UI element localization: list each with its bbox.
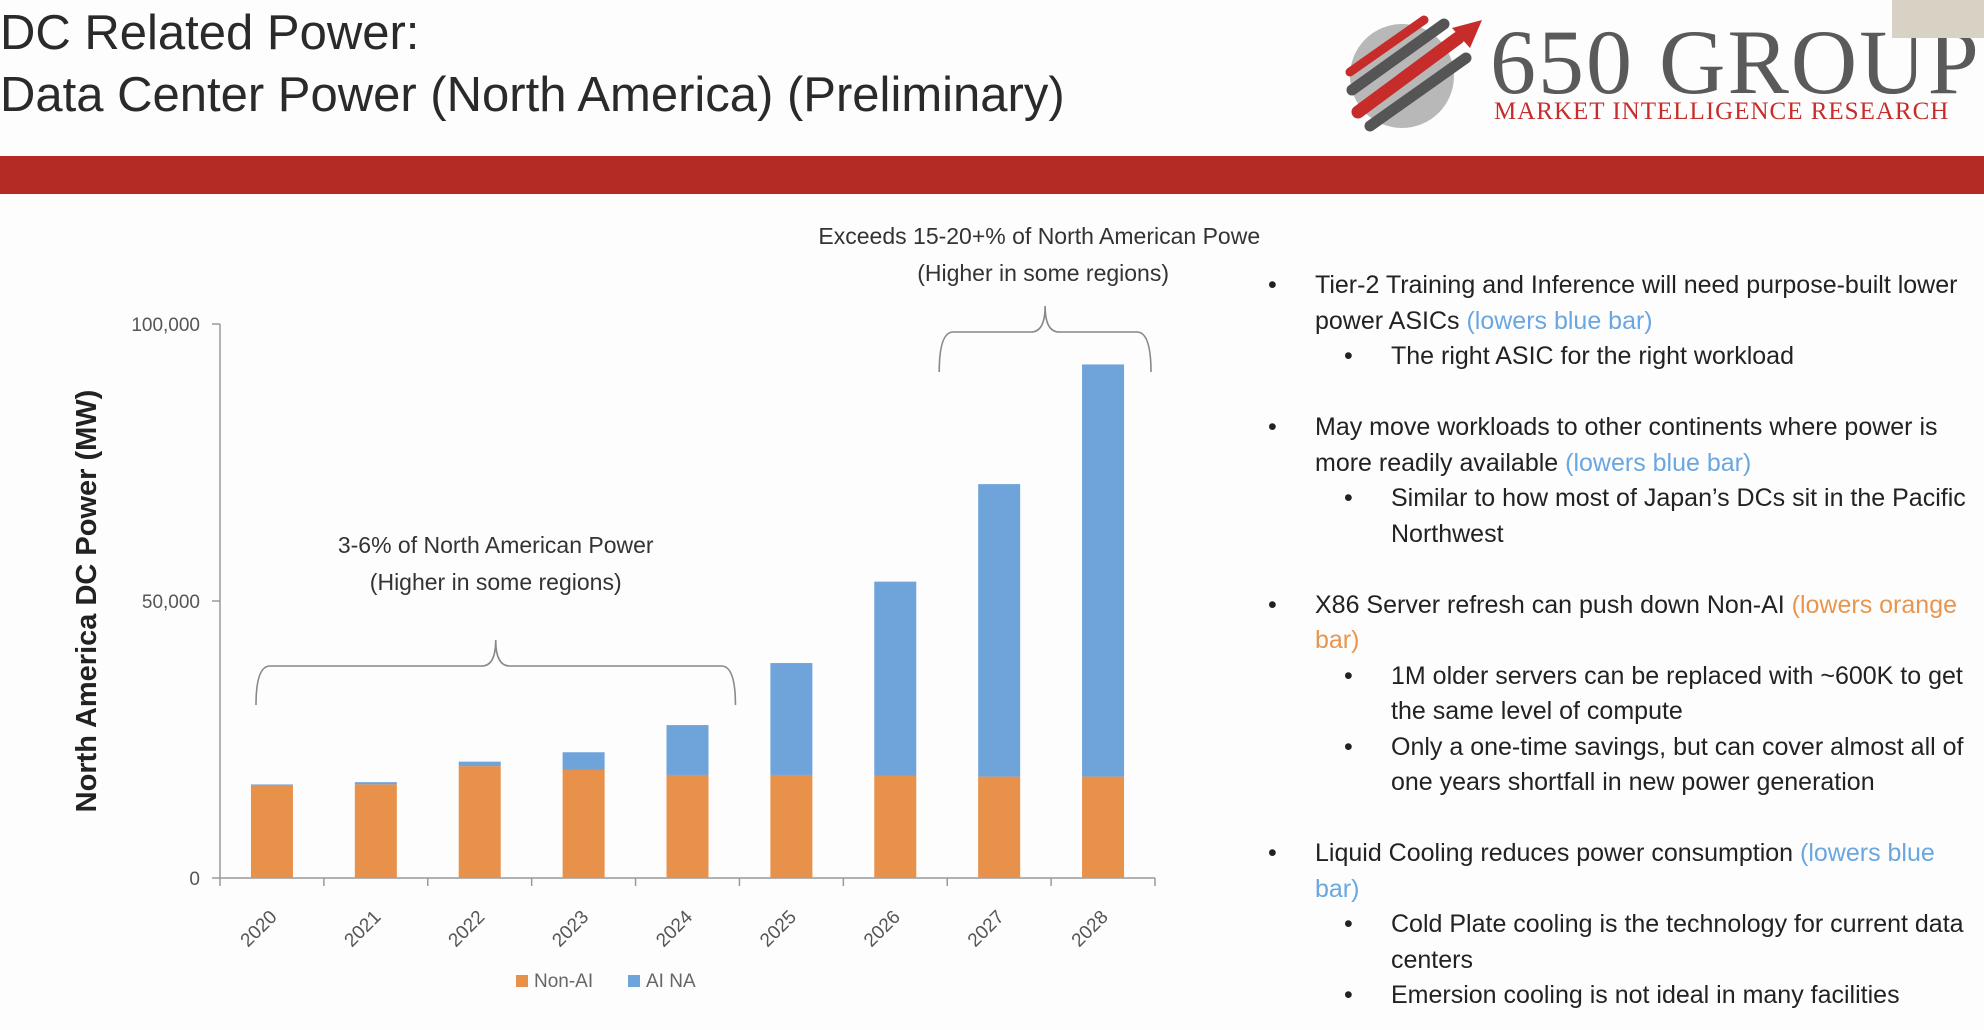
sub-bullet-item: • The right ASIC for the right workload [1260, 339, 1980, 375]
sub-bullet-dot: • [1344, 978, 1353, 1014]
sub-bullet-text: Emersion cooling is not ideal in many fa… [1391, 981, 1900, 1009]
y-tick-label: 100,000 [131, 315, 200, 336]
bar-non-ai-2027 [978, 777, 1020, 878]
bar-non-ai-2021 [355, 784, 397, 878]
sub-bullet-item: • Only a one-time savings, but can cover … [1260, 730, 1980, 801]
legend-label: AI NA [646, 971, 696, 992]
legend-swatch-ai-na [628, 975, 640, 987]
bar-non-ai-2028 [1082, 777, 1124, 878]
x-tick-label: 2025 [756, 907, 801, 952]
annotation-early-line1: 3-6% of North American Power [338, 532, 654, 558]
bullet-item: • X86 Server refresh can push down Non-AI… [1260, 588, 1980, 659]
corner-thumbnail [1892, 0, 1984, 38]
bar-ai-na-2024 [667, 725, 709, 775]
x-tick-label: 2021 [341, 907, 386, 952]
title-line-1: DC Related Power: [0, 2, 1065, 64]
y-tick-label: 50,000 [142, 592, 200, 613]
bullet-list: • Tier-2 Training and Inference will need… [1260, 268, 1980, 1014]
bullet-dot: • [1268, 410, 1277, 446]
bullet-item: • Tier-2 Training and Inference will need… [1260, 268, 1980, 339]
bar-ai-na-2021 [355, 782, 397, 784]
sub-bullet-text: Similar to how most of Japan’s DCs sit i… [1391, 484, 1966, 548]
sub-bullet-dot: • [1344, 659, 1353, 695]
sub-bullet-text: Only a one-time savings, but can cover a… [1391, 733, 1964, 797]
slide-title: DC Related Power: Data Center Power (Nor… [0, 2, 1065, 126]
annotation-late-line1: Exceeds 15-20+% of North American Power [818, 223, 1260, 249]
sub-bullet-dot: • [1344, 907, 1353, 943]
company-logo: 650 GROUP MARKET INTELLIGENCE RESEARCH [1340, 14, 1980, 134]
x-tick-label: 2022 [445, 907, 490, 952]
bar-ai-na-2022 [459, 762, 501, 766]
annotation-early-line2: (Higher in some regions) [370, 569, 622, 595]
sub-bullet-item: • Emersion cooling is not ideal in many f… [1260, 978, 1980, 1014]
sub-bullet-dot: • [1344, 730, 1353, 766]
bar-ai-na-2026 [874, 582, 916, 776]
y-tick-label: 0 [189, 869, 200, 890]
bar-ai-na-2020 [251, 784, 293, 785]
sub-bullet-text: 1M older servers can be replaced with ~6… [1391, 662, 1963, 726]
x-tick-label: 2026 [860, 907, 905, 952]
sub-bullet-item: • 1M older servers can be replaced with ~… [1260, 659, 1980, 730]
bar-ai-na-2027 [978, 484, 1020, 777]
bar-non-ai-2023 [563, 770, 605, 878]
annotation-brace-late [939, 306, 1151, 372]
bullet-spacer [1260, 552, 1980, 588]
bullet-dot: • [1268, 268, 1277, 304]
bar-non-ai-2025 [770, 775, 812, 878]
bar-non-ai-2020 [251, 785, 293, 878]
bar-ai-na-2028 [1082, 364, 1124, 776]
bullet-note: (lowers blue bar) [1565, 449, 1751, 477]
bullet-note: (lowers blue bar) [1466, 307, 1652, 335]
bar-non-ai-2024 [667, 775, 709, 878]
bar-non-ai-2022 [459, 766, 501, 878]
x-tick-label: 2023 [548, 907, 593, 952]
x-tick-label: 2027 [964, 907, 1009, 952]
bar-ai-na-2023 [563, 752, 605, 770]
annotation-late-line2: (Higher in some regions) [917, 260, 1169, 286]
bullet-item: • May move workloads to other continents … [1260, 410, 1980, 481]
title-line-2: Data Center Power (North America) (Preli… [0, 64, 1065, 126]
sub-bullet-text: The right ASIC for the right workload [1391, 342, 1794, 370]
bullet-dot: • [1268, 836, 1277, 872]
title-divider-band [0, 156, 1984, 194]
sub-bullet-text: Cold Plate cooling is the technology for… [1391, 910, 1964, 974]
power-chart: 0 50,000 100,000 2020 2021 2022 2023 2024 2025 20… [0, 200, 1260, 1010]
sub-bullet-item: • Similar to how most of Japan’s DCs sit … [1260, 481, 1980, 552]
bullet-spacer [1260, 375, 1980, 411]
sub-bullet-dot: • [1344, 481, 1353, 517]
bullet-text: Liquid Cooling reduces power consumption [1315, 839, 1800, 867]
logo-tagline: MARKET INTELLIGENCE RESEARCH [1494, 98, 1949, 126]
legend-swatch-non-ai [516, 975, 528, 987]
x-tick-label: 2028 [1068, 907, 1113, 952]
y-axis-title: North America DC Power (MW) [71, 390, 103, 813]
x-tick-label: 2020 [237, 907, 282, 952]
legend-label: Non-AI [534, 971, 593, 992]
sub-bullet-dot: • [1344, 339, 1353, 375]
bullet-dot: • [1268, 588, 1277, 624]
bar-ai-na-2025 [770, 663, 812, 775]
x-tick-label: 2024 [652, 906, 697, 951]
bullet-spacer [1260, 801, 1980, 837]
bullet-item: • Liquid Cooling reduces power consumptio… [1260, 836, 1980, 907]
bullet-text: X86 Server refresh can push down Non-AI [1315, 591, 1792, 619]
logo-swoosh-icon [1340, 14, 1490, 134]
bar-non-ai-2026 [874, 776, 916, 878]
sub-bullet-item: • Cold Plate cooling is the technology fo… [1260, 907, 1980, 978]
annotation-brace-early [256, 640, 735, 705]
